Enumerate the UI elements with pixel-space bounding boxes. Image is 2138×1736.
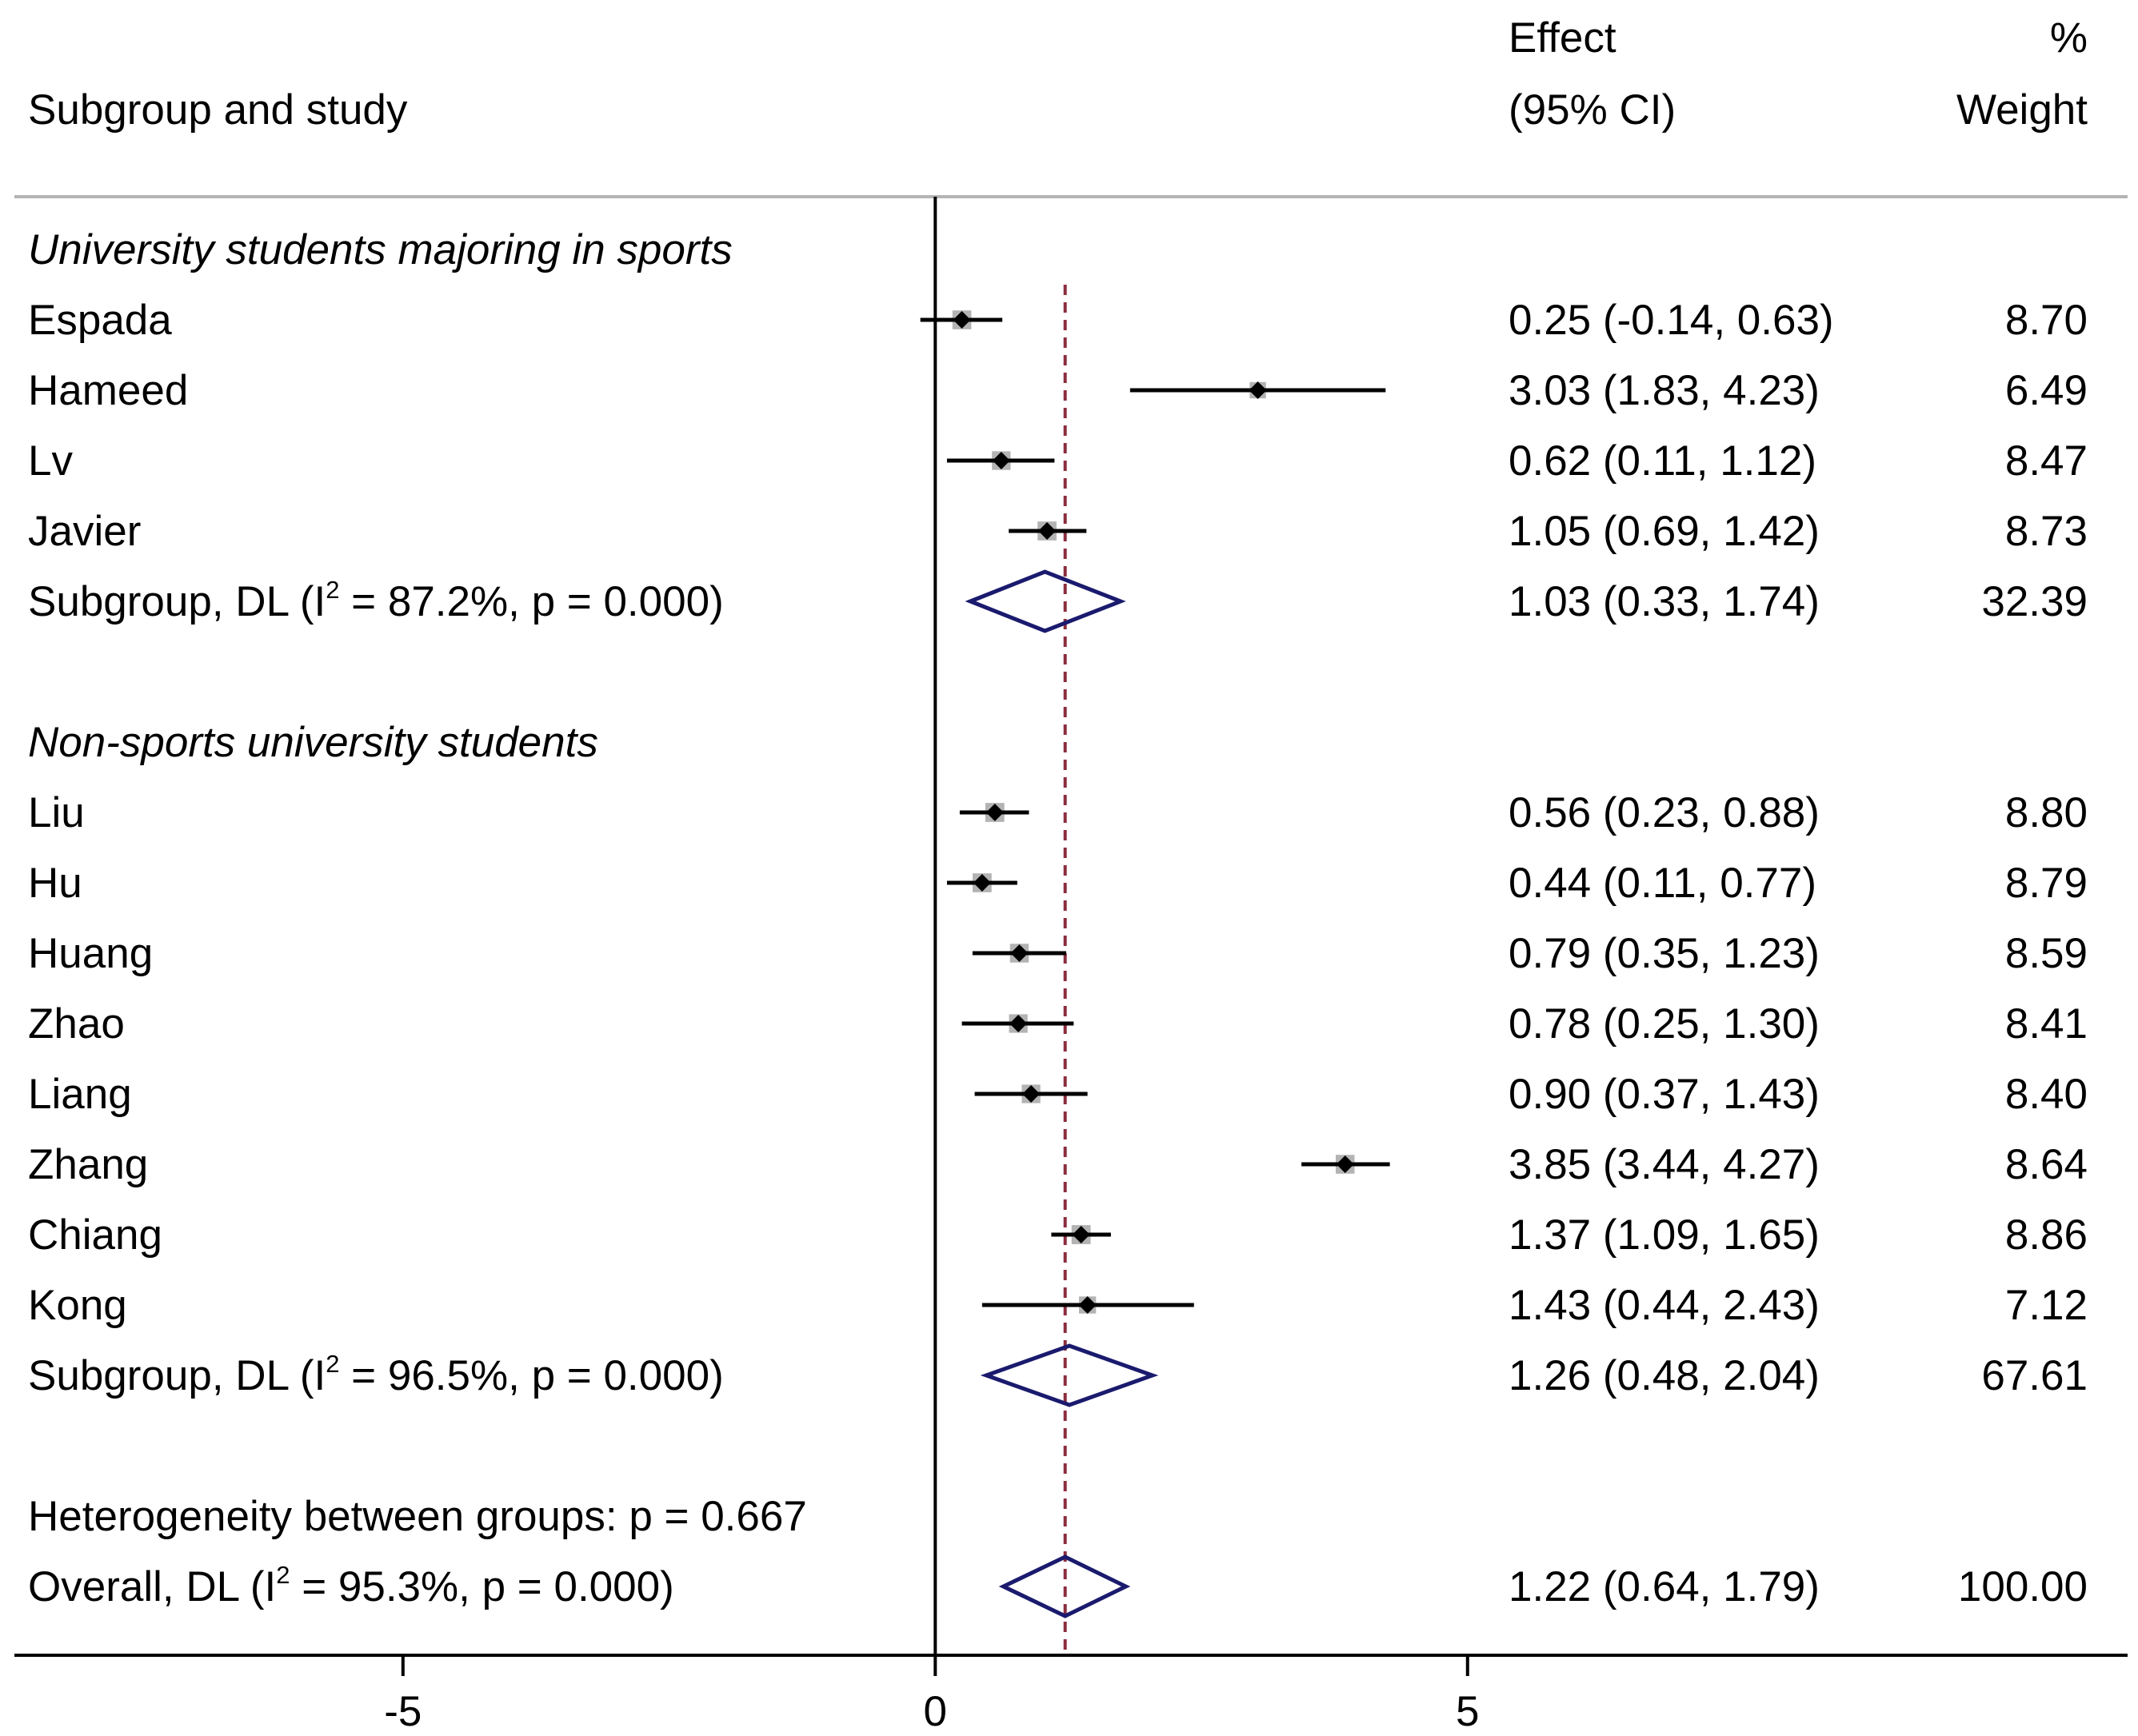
point-estimate bbox=[953, 311, 971, 329]
weight-text: 8.79 bbox=[2005, 860, 2088, 907]
study-row: Zhang 3.85 (3.44, 4.27) 8.64 bbox=[28, 1141, 2088, 1188]
weight-text: 8.41 bbox=[2005, 1000, 2088, 1048]
study-label: Lv bbox=[28, 437, 73, 485]
study-label: Zhao bbox=[28, 1000, 125, 1048]
point-estimate bbox=[1009, 1015, 1028, 1032]
effect-ci-text: 1.22 (0.64, 1.79) bbox=[1509, 1563, 1820, 1610]
header-weight-line1: % bbox=[2050, 14, 2088, 62]
weight-text: 8.64 bbox=[2005, 1141, 2088, 1188]
header-weight-line2: Weight bbox=[1956, 86, 2088, 134]
study-label: Kong bbox=[28, 1282, 127, 1329]
point-estimate bbox=[1249, 381, 1267, 399]
summary-row: Overall, DL (I2 = 95.3%, p = 0.000) 1.22 … bbox=[28, 1561, 2088, 1610]
point-estimate bbox=[1078, 1296, 1097, 1314]
x-axis: -5 0 5 bbox=[14, 1654, 2128, 1735]
header-effect-line2: (95% CI) bbox=[1509, 86, 1676, 134]
study-label: Huang bbox=[28, 930, 153, 977]
study-row: Espada 0.25 (-0.14, 0.63) 8.70 bbox=[28, 297, 2088, 344]
weight-text: 8.73 bbox=[2005, 508, 2088, 555]
point-estimate bbox=[1038, 522, 1057, 540]
study-row: Zhao 0.78 (0.25, 1.30) 8.41 bbox=[28, 1000, 2088, 1048]
study-row: Kong 1.43 (0.44, 2.43) 7.12 bbox=[28, 1282, 2088, 1329]
header-effect-line1: Effect bbox=[1509, 14, 1616, 62]
point-estimate bbox=[992, 452, 1010, 469]
weight-text: 67.61 bbox=[1981, 1352, 2088, 1399]
effect-ci-text: 0.62 (0.11, 1.12) bbox=[1509, 437, 1816, 485]
study-label: Liu bbox=[28, 789, 85, 836]
study-row: Liu 0.56 (0.23, 0.88) 8.80 bbox=[28, 789, 2088, 836]
study-label: Chiang bbox=[28, 1211, 162, 1259]
effect-ci-text: 0.79 (0.35, 1.23) bbox=[1509, 930, 1820, 977]
study-label: Hu bbox=[28, 860, 82, 907]
x-tick-label: -5 bbox=[384, 1688, 422, 1735]
study-label: Espada bbox=[28, 297, 172, 344]
study-row: Lv 0.62 (0.11, 1.12) 8.47 bbox=[28, 437, 2088, 485]
effect-ci-text: 1.05 (0.69, 1.42) bbox=[1509, 508, 1820, 555]
x-tick-label: 0 bbox=[924, 1688, 947, 1735]
weight-text: 8.47 bbox=[2005, 437, 2088, 485]
effect-ci-text: 1.43 (0.44, 2.43) bbox=[1509, 1282, 1820, 1329]
effect-ci-text: 3.03 (1.83, 4.23) bbox=[1509, 367, 1820, 414]
summary-diamond bbox=[998, 1554, 1131, 1618]
study-row: Javier 1.05 (0.69, 1.42) 8.73 bbox=[28, 508, 2088, 555]
effect-ci-text: 1.37 (1.09, 1.65) bbox=[1509, 1211, 1820, 1259]
effect-ci-text: 0.56 (0.23, 0.88) bbox=[1509, 789, 1820, 836]
summary-row: Subgroup, DL (I2 = 87.2%, p = 0.000) 1.03… bbox=[28, 576, 2088, 625]
study-row: Hu 0.44 (0.11, 0.77) 8.79 bbox=[28, 860, 2088, 907]
study-row: Hameed 3.03 (1.83, 4.23) 6.49 bbox=[28, 367, 2088, 414]
summary-label: Subgroup, DL (I2 = 96.5%, p = 0.000) bbox=[28, 1350, 724, 1399]
effect-ci-text: 1.26 (0.48, 2.04) bbox=[1509, 1352, 1820, 1399]
study-row: Chiang 1.37 (1.09, 1.65) 8.86 bbox=[28, 1211, 2088, 1259]
effect-ci-text: 0.90 (0.37, 1.43) bbox=[1509, 1071, 1820, 1118]
effect-ci-text: 0.25 (-0.14, 0.63) bbox=[1509, 297, 1834, 344]
weight-text: 100.00 bbox=[1958, 1563, 2088, 1610]
effect-ci-text: 0.78 (0.25, 1.30) bbox=[1509, 1000, 1820, 1048]
header-study: Subgroup and study bbox=[28, 86, 408, 134]
point-estimate bbox=[1072, 1226, 1090, 1243]
summary-diamond bbox=[980, 1343, 1159, 1407]
point-estimate bbox=[985, 804, 1004, 821]
point-estimate bbox=[1010, 944, 1029, 962]
point-estimate bbox=[1336, 1155, 1354, 1173]
rows-layer: University students majoring in sports Es… bbox=[28, 226, 2088, 1610]
summary-label: Subgroup, DL (I2 = 87.2%, p = 0.000) bbox=[28, 576, 724, 625]
point-estimate bbox=[973, 874, 991, 892]
effect-ci-text: 3.85 (3.44, 4.27) bbox=[1509, 1141, 1820, 1188]
plot-layer bbox=[920, 197, 1390, 1655]
effect-ci-text: 0.44 (0.11, 0.77) bbox=[1509, 860, 1816, 907]
study-row: Huang 0.79 (0.35, 1.23) 8.59 bbox=[28, 930, 2088, 977]
weight-text: 8.70 bbox=[2005, 297, 2088, 344]
weight-text: 6.49 bbox=[2005, 367, 2088, 414]
subgroup-heading: University students majoring in sports bbox=[28, 226, 733, 273]
study-label: Javier bbox=[28, 508, 141, 555]
point-estimate bbox=[1022, 1085, 1041, 1103]
weight-text: 8.80 bbox=[2005, 789, 2088, 836]
study-row: Liang 0.90 (0.37, 1.43) 8.40 bbox=[28, 1071, 2088, 1118]
effect-ci-text: 1.03 (0.33, 1.74) bbox=[1509, 578, 1820, 625]
study-label: Hameed bbox=[28, 367, 188, 414]
summary-label: Overall, DL (I2 = 95.3%, p = 0.000) bbox=[28, 1561, 674, 1610]
heterogeneity-note: Heterogeneity between groups: p = 0.667 bbox=[28, 1493, 807, 1540]
x-tick-label: 5 bbox=[1456, 1688, 1479, 1735]
study-label: Liang bbox=[28, 1071, 132, 1118]
weight-text: 8.86 bbox=[2005, 1211, 2088, 1259]
study-label: Zhang bbox=[28, 1141, 148, 1188]
subgroup-heading: Non-sports university students bbox=[28, 719, 598, 766]
weight-text: 7.12 bbox=[2005, 1282, 2088, 1329]
summary-diamond bbox=[965, 569, 1126, 633]
weight-text: 8.59 bbox=[2005, 930, 2088, 977]
summary-row: Subgroup, DL (I2 = 96.5%, p = 0.000) 1.26… bbox=[28, 1350, 2088, 1399]
weight-text: 8.40 bbox=[2005, 1071, 2088, 1118]
weight-text: 32.39 bbox=[1981, 578, 2088, 625]
